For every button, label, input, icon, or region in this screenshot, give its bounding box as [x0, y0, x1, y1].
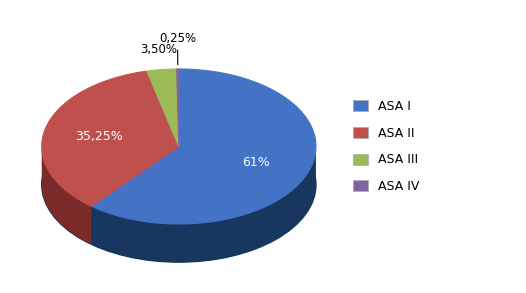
- Text: 35,25%: 35,25%: [75, 130, 123, 142]
- Polygon shape: [177, 69, 179, 146]
- Polygon shape: [92, 147, 316, 262]
- Legend: ASA I, ASA II, ASA III, ASA IV: ASA I, ASA II, ASA III, ASA IV: [353, 100, 420, 193]
- Ellipse shape: [42, 107, 316, 262]
- Polygon shape: [92, 69, 316, 224]
- Text: 61%: 61%: [242, 156, 270, 169]
- Polygon shape: [147, 69, 179, 146]
- Polygon shape: [42, 146, 92, 244]
- Polygon shape: [42, 71, 179, 206]
- Text: 3,50%: 3,50%: [140, 43, 177, 56]
- Polygon shape: [92, 146, 179, 244]
- Text: 0,25%: 0,25%: [159, 32, 196, 65]
- Polygon shape: [92, 146, 179, 244]
